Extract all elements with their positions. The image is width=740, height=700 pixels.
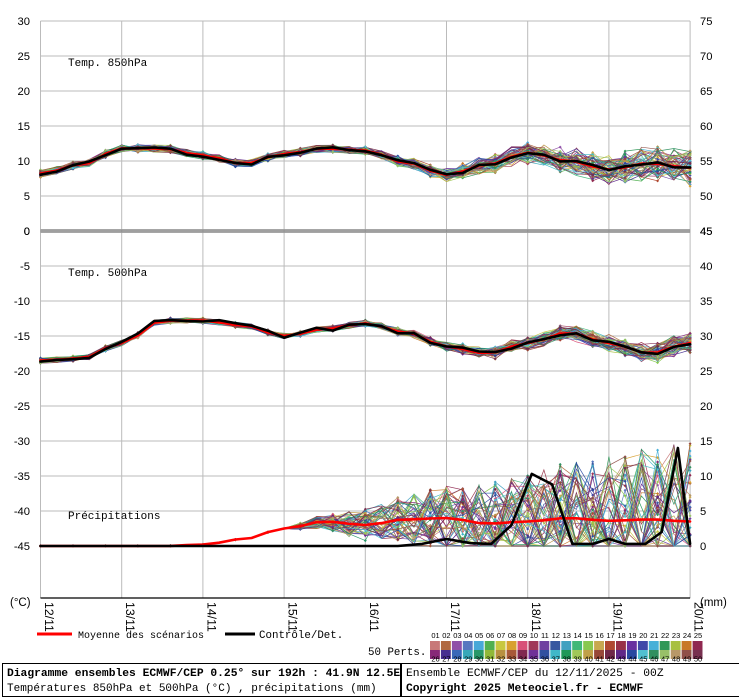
- svg-text:-40: -40: [14, 506, 30, 518]
- svg-text:Moyenne des scénarios: Moyenne des scénarios: [78, 630, 204, 642]
- svg-text:16: 16: [595, 631, 603, 640]
- svg-text:15: 15: [584, 631, 592, 640]
- svg-text:22: 22: [661, 631, 669, 640]
- svg-text:13: 13: [563, 631, 571, 640]
- svg-text:Temp. 500hPa: Temp. 500hPa: [68, 268, 148, 280]
- svg-text:-25: -25: [14, 401, 30, 413]
- svg-text:Précipitations: Précipitations: [68, 511, 160, 523]
- svg-text:70: 70: [700, 51, 712, 63]
- svg-text:08: 08: [508, 631, 516, 640]
- svg-text:18: 18: [617, 631, 625, 640]
- svg-text:35: 35: [700, 296, 712, 308]
- svg-text:-35: -35: [14, 471, 30, 483]
- svg-text:50 Perts.: 50 Perts.: [368, 647, 426, 659]
- svg-text:14: 14: [574, 631, 582, 640]
- svg-text:15/11: 15/11: [286, 602, 300, 632]
- svg-text:-45: -45: [14, 541, 30, 553]
- svg-text:0: 0: [24, 226, 30, 238]
- svg-text:60: 60: [700, 121, 712, 133]
- svg-text:75: 75: [700, 16, 712, 28]
- svg-text:19/11: 19/11: [610, 602, 624, 632]
- svg-text:15: 15: [700, 436, 712, 448]
- svg-text:65: 65: [700, 86, 712, 98]
- svg-text:-15: -15: [14, 331, 30, 343]
- svg-text:12: 12: [552, 631, 560, 640]
- svg-text:17: 17: [606, 631, 614, 640]
- svg-text:30: 30: [18, 16, 30, 28]
- svg-text:(°C): (°C): [10, 597, 31, 609]
- svg-text:5: 5: [24, 191, 30, 203]
- svg-text:Contrôle/Det.: Contrôle/Det.: [259, 630, 343, 642]
- svg-text:23: 23: [672, 631, 680, 640]
- svg-text:19: 19: [628, 631, 636, 640]
- svg-text:(mm): (mm): [700, 597, 727, 609]
- svg-text:01: 01: [431, 631, 439, 640]
- svg-text:5: 5: [700, 506, 706, 518]
- svg-text:02: 02: [442, 631, 450, 640]
- svg-text:30: 30: [700, 331, 712, 343]
- svg-text:10: 10: [18, 156, 30, 168]
- svg-text:15: 15: [18, 121, 30, 133]
- svg-text:Temp. 850hPa: Temp. 850hPa: [68, 58, 148, 70]
- svg-text:-20: -20: [14, 366, 30, 378]
- svg-text:21: 21: [650, 631, 658, 640]
- svg-text:11: 11: [541, 631, 549, 640]
- svg-text:17/11: 17/11: [448, 602, 462, 632]
- svg-text:18/11: 18/11: [529, 602, 543, 632]
- svg-text:50: 50: [700, 191, 712, 203]
- svg-text:40: 40: [700, 261, 712, 273]
- svg-text:-5: -5: [20, 261, 30, 273]
- svg-text:-10: -10: [14, 296, 30, 308]
- svg-text:25: 25: [700, 366, 712, 378]
- svg-text:07: 07: [497, 631, 505, 640]
- svg-text:03: 03: [453, 631, 461, 640]
- svg-text:09: 09: [519, 631, 527, 640]
- svg-text:55: 55: [700, 156, 712, 168]
- svg-text:12/11: 12/11: [42, 602, 56, 632]
- svg-text:20: 20: [700, 401, 712, 413]
- svg-text:13/11: 13/11: [123, 602, 137, 632]
- svg-text:06: 06: [486, 631, 494, 640]
- svg-text:45: 45: [700, 226, 712, 238]
- svg-text:14/11: 14/11: [204, 602, 218, 632]
- svg-text:20: 20: [18, 86, 30, 98]
- svg-text:0: 0: [700, 541, 706, 553]
- svg-text:20: 20: [639, 631, 647, 640]
- svg-text:25: 25: [18, 51, 30, 63]
- svg-text:24: 24: [683, 631, 691, 640]
- svg-text:05: 05: [475, 631, 483, 640]
- svg-text:04: 04: [464, 631, 472, 640]
- svg-text:10: 10: [700, 471, 712, 483]
- svg-text:-30: -30: [14, 436, 30, 448]
- svg-text:16/11: 16/11: [367, 602, 381, 632]
- svg-text:10: 10: [530, 631, 538, 640]
- svg-text:25: 25: [694, 631, 702, 640]
